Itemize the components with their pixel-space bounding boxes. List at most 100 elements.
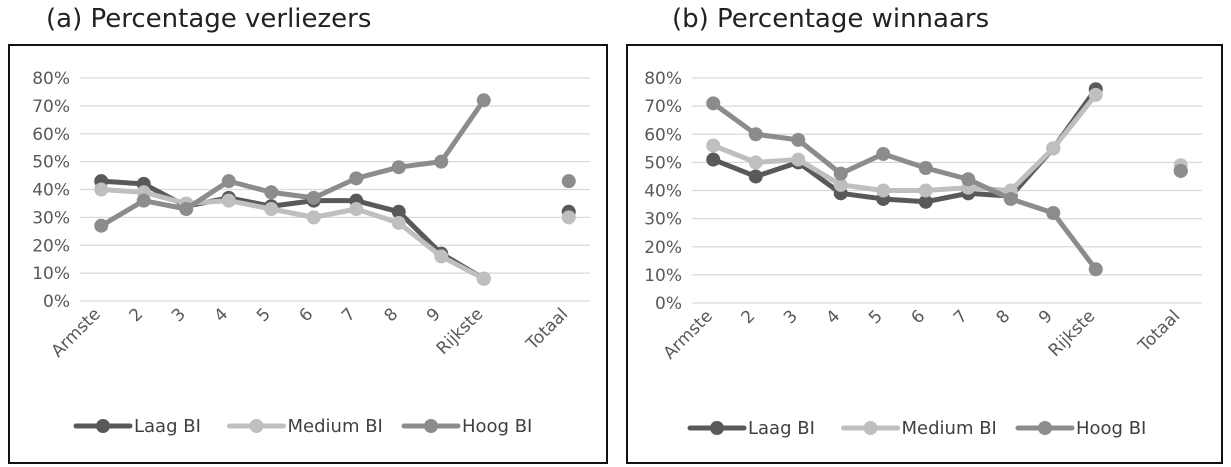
legend-swatch-marker — [424, 419, 438, 433]
data-point — [1088, 87, 1103, 102]
series-line-medium-bi — [710, 92, 1099, 193]
x-tick-label: 2 — [125, 304, 147, 326]
chart-b-svg: 0% 10% 20% 30% 40% 50% 60% 70% 80% Armste 2 3 4 5 6 7 8 9… — [644, 69, 1202, 439]
data-point — [391, 160, 406, 175]
x-tick-label: 4 — [822, 306, 844, 328]
x-tick-label: 6 — [295, 304, 317, 326]
data-point — [918, 161, 933, 175]
data-point — [264, 185, 279, 200]
y-tick-label: 80% — [32, 69, 70, 89]
chart-a-svg: 0% 10% 20% 30% 40% 50% 60% 70% 80% Armste 2 3 4 5 6 7 8 9… — [32, 69, 590, 437]
data-point — [561, 210, 576, 225]
data-point — [748, 127, 763, 142]
y-tick-label: 0% — [655, 294, 682, 314]
y-tick-label: 60% — [32, 125, 70, 145]
data-point — [706, 138, 721, 153]
x-tick-label: 4 — [210, 304, 232, 326]
legend-label: Laag BI — [134, 416, 201, 437]
y-tick-label: 40% — [32, 181, 70, 201]
data-point — [264, 202, 279, 217]
data-point — [706, 152, 721, 167]
series-line-hoog-bi — [710, 100, 1099, 272]
y-tick-label: 70% — [644, 97, 682, 117]
data-point — [561, 174, 576, 189]
data-point — [136, 193, 151, 208]
x-tick-label: Totaal — [1134, 306, 1184, 356]
data-point — [349, 202, 364, 217]
series-line-laag-bi — [98, 178, 487, 282]
y-tick-label: 50% — [644, 153, 682, 173]
x-tick-label: 6 — [907, 306, 929, 328]
legend-swatch-marker — [1038, 421, 1052, 435]
legend-label: Hoog BI — [462, 416, 532, 437]
y-tick-label: 30% — [644, 210, 682, 230]
data-point — [391, 215, 406, 230]
x-tick-label: 5 — [253, 304, 275, 326]
x-tick-label: 2 — [737, 306, 759, 328]
y-tick-label: 30% — [32, 208, 70, 228]
series-line-hoog-bi — [98, 97, 487, 229]
legend-swatch-marker — [710, 421, 724, 435]
x-tick-label: 9 — [423, 304, 445, 326]
series-line-medium-bi — [98, 187, 487, 282]
legend-label: Laag BI — [748, 418, 815, 439]
x-tick-label: 8 — [992, 306, 1014, 328]
y-tick-label: 20% — [32, 236, 70, 256]
y-tick-label: 50% — [32, 153, 70, 173]
x-tick-label: 7 — [338, 304, 360, 326]
legend-swatch-marker — [249, 419, 264, 433]
data-point — [961, 172, 976, 187]
legend-label: Hoog BI — [1076, 418, 1146, 439]
data-point — [748, 169, 763, 184]
data-point — [876, 146, 891, 161]
x-tick-label: 8 — [380, 304, 402, 326]
data-point — [791, 132, 806, 147]
data-point — [833, 177, 848, 192]
y-tick-label: 80% — [644, 69, 682, 89]
x-tick-label: Rijkste — [1045, 306, 1100, 361]
y-tick-label: 70% — [32, 97, 70, 117]
data-point — [221, 174, 236, 189]
data-point — [1046, 141, 1061, 156]
x-tick-label: 5 — [865, 306, 887, 328]
data-point — [1173, 163, 1188, 178]
data-point — [434, 249, 449, 264]
data-point — [476, 93, 491, 108]
x-tick-label: 3 — [168, 304, 190, 326]
data-point — [1046, 206, 1061, 220]
y-tick-label: 40% — [644, 182, 682, 202]
data-point — [306, 190, 321, 205]
x-tick-label: Rijkste — [433, 304, 488, 359]
data-point — [94, 182, 109, 197]
data-point — [918, 183, 933, 198]
x-tick-label: Armste — [48, 304, 105, 361]
data-point — [1003, 191, 1018, 206]
x-tick-label: 7 — [950, 306, 972, 328]
data-point — [791, 152, 806, 167]
data-point — [706, 96, 721, 111]
data-point — [349, 171, 364, 186]
data-point — [1088, 262, 1103, 277]
panel-a-title: (a) Percentage verliezers — [46, 4, 372, 34]
legend-label: Medium BI — [902, 418, 997, 439]
legend-swatch-marker — [863, 421, 878, 435]
data-point — [476, 271, 491, 286]
legend-label: Medium BI — [288, 416, 383, 437]
y-tick-label: 10% — [644, 266, 682, 286]
data-point — [748, 155, 763, 170]
data-point — [434, 154, 449, 169]
data-point — [833, 166, 848, 181]
data-point — [306, 210, 321, 225]
y-tick-label: 0% — [43, 292, 70, 312]
data-point — [876, 183, 891, 198]
data-point — [94, 218, 109, 233]
data-point — [918, 194, 933, 209]
y-tick-label: 20% — [644, 238, 682, 258]
data-point — [179, 202, 194, 217]
data-point — [221, 193, 236, 208]
x-tick-label: Armste — [660, 306, 717, 363]
x-tick-label: 9 — [1035, 306, 1057, 328]
panel-b-title: (b) Percentage winnaars — [672, 4, 990, 34]
x-tick-label: 3 — [780, 306, 802, 328]
y-tick-label: 60% — [644, 125, 682, 145]
